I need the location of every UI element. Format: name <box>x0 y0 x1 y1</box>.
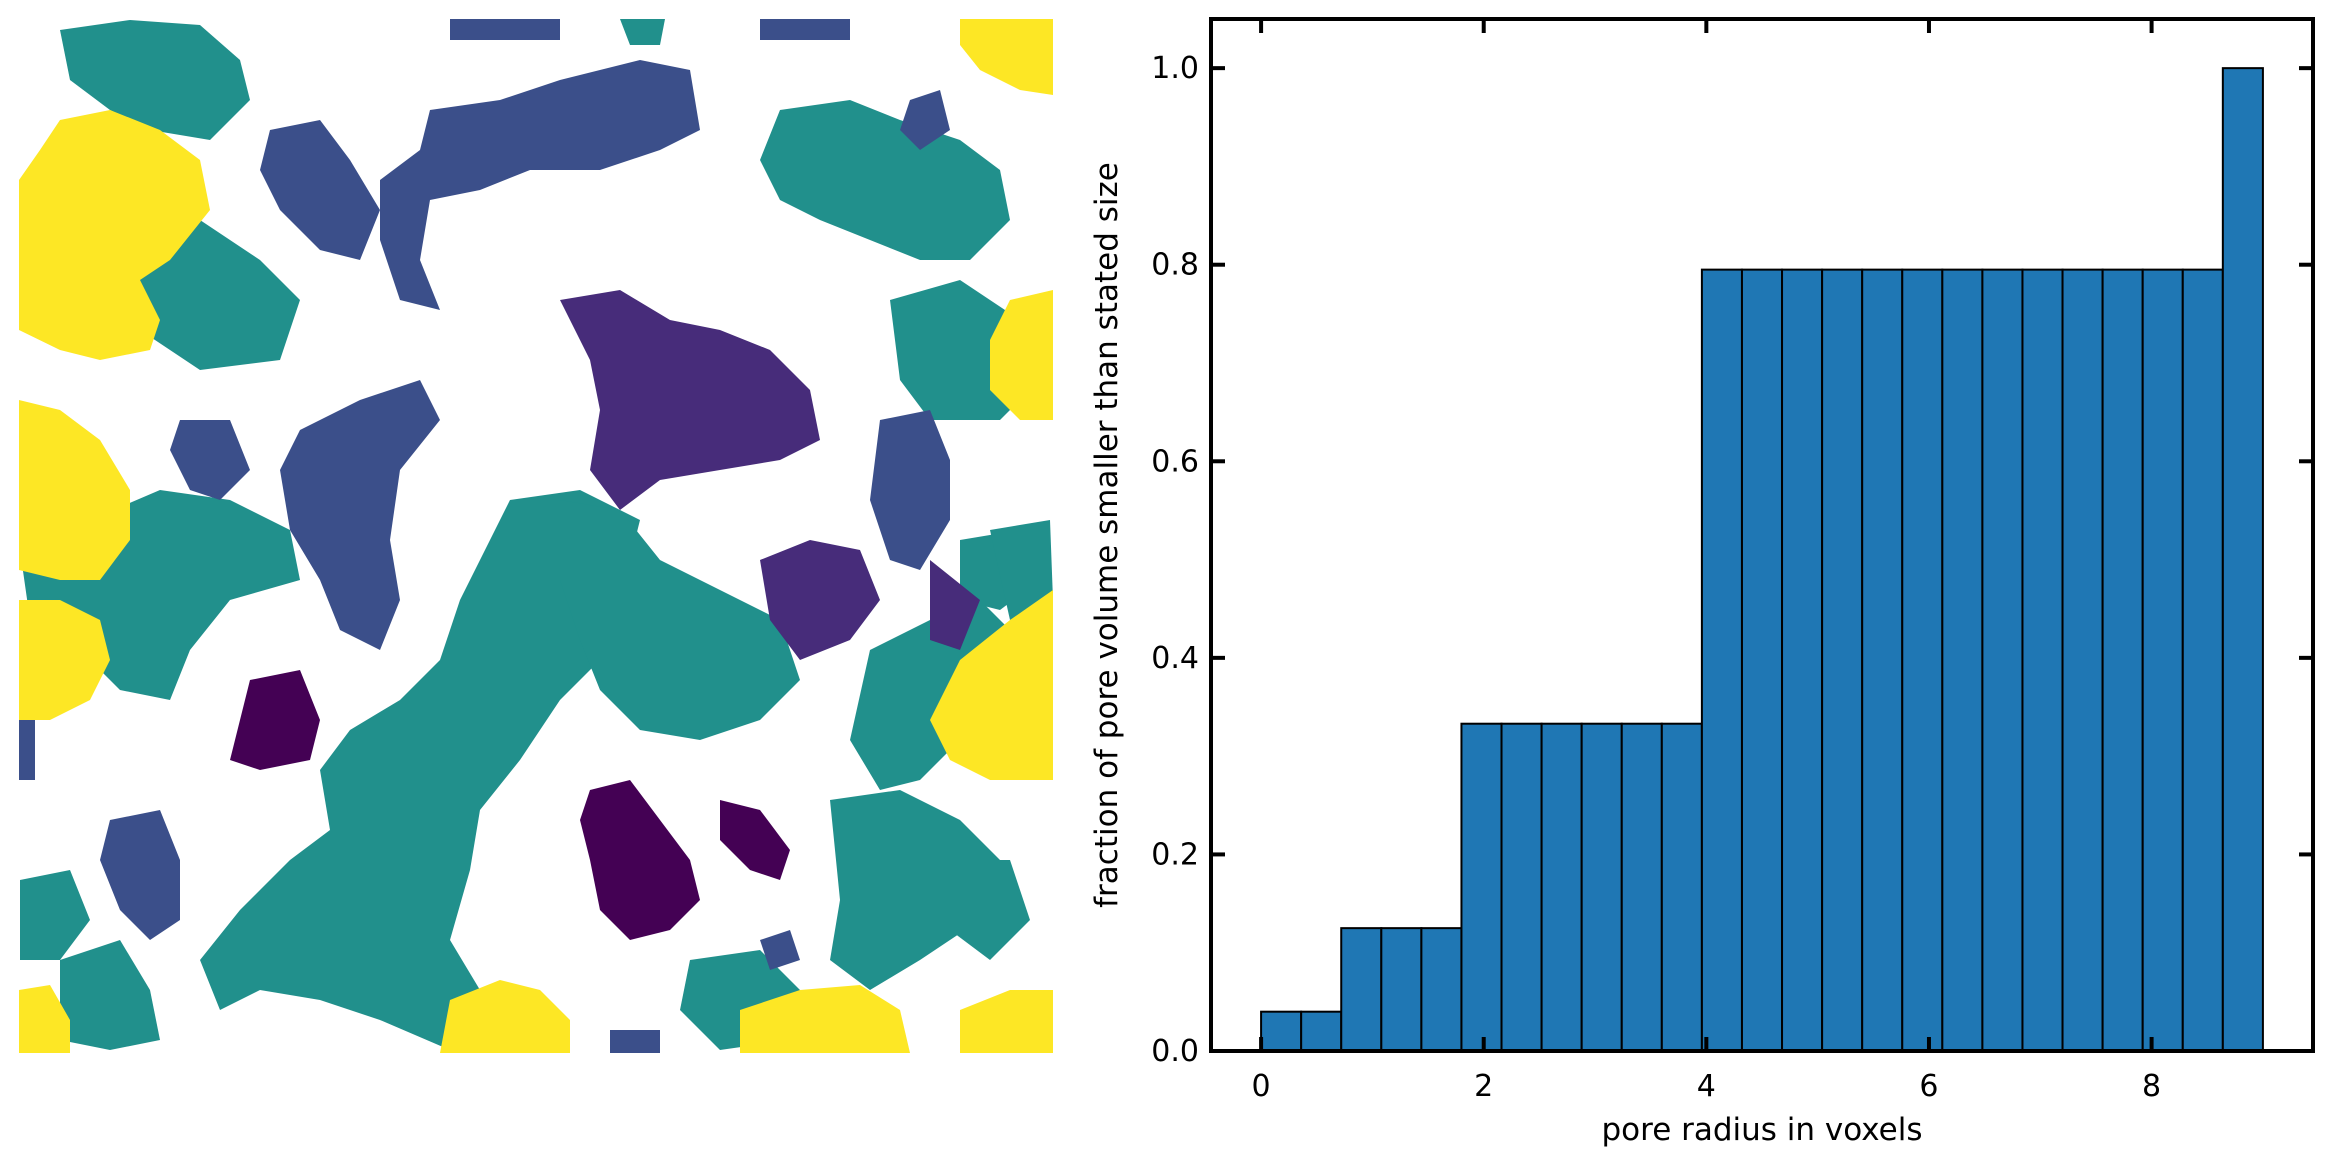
histogram-bar <box>1781 268 1824 1052</box>
histogram-chart: 0 2 4 6 8 0.0 0.2 0.4 0.6 0.8 1.0 pore radius in … <box>1089 17 2315 1148</box>
x-tick-label: 6 <box>1919 1069 1938 1104</box>
histogram-bar <box>1620 722 1663 1052</box>
x-axis-ticks: 0 2 4 6 8 <box>1252 19 2161 1104</box>
x-tick-label: 2 <box>1474 1069 1493 1104</box>
map-region-yellow <box>19 19 1053 1053</box>
map-region-dark <box>230 670 790 940</box>
histogram-bar <box>1981 268 2024 1052</box>
histogram-bar <box>1380 927 1423 1053</box>
histogram-bar <box>1500 722 1543 1052</box>
y-tick-label: 0.0 <box>1151 1034 1199 1069</box>
pore-size-map <box>19 19 1053 1053</box>
map-region-blue <box>19 19 950 1053</box>
axes-frame <box>1209 17 2315 1053</box>
histogram-bar <box>1340 927 1383 1053</box>
histogram-bar <box>1460 722 1503 1052</box>
x-tick-label: 8 <box>2142 1069 2161 1104</box>
y-axis-ticks: 0.0 0.2 0.4 0.6 0.8 1.0 <box>1151 51 2313 1069</box>
y-tick-label: 0.2 <box>1151 837 1199 872</box>
x-tick-label: 0 <box>1252 1069 1271 1104</box>
histogram-bar <box>1260 1010 1303 1053</box>
histogram-bar <box>2061 268 2104 1052</box>
y-axis-label: fraction of pore volume smaller than sta… <box>1089 162 1125 908</box>
y-tick-label: 0.8 <box>1151 248 1199 283</box>
histogram-bar <box>1660 722 1703 1052</box>
bar-group <box>1260 67 2264 1053</box>
y-tick-label: 1.0 <box>1151 51 1199 86</box>
histogram-bar <box>2221 67 2264 1052</box>
histogram-bar <box>1420 927 1463 1053</box>
histogram-bar <box>1540 722 1583 1052</box>
histogram-bar <box>2181 268 2224 1052</box>
histogram-bar <box>1941 268 1984 1052</box>
histogram-bar <box>1740 268 1784 1052</box>
histogram-bar <box>2141 268 2184 1052</box>
histogram-bar <box>1580 722 1623 1052</box>
histogram-bar <box>2021 268 2064 1052</box>
map-region-purple <box>560 290 980 660</box>
histogram-bar <box>1861 268 1904 1052</box>
histogram-bar <box>1901 268 1944 1052</box>
y-tick-label: 0.6 <box>1151 444 1199 479</box>
histogram-bar <box>2101 268 2144 1052</box>
histogram-bar <box>1821 268 1864 1052</box>
x-axis-label: pore radius in voxels <box>1601 1112 1922 1148</box>
x-tick-label: 4 <box>1697 1069 1716 1104</box>
histogram-bar <box>1700 268 1743 1052</box>
y-tick-label: 0.4 <box>1151 641 1199 676</box>
histogram-bar <box>1300 1010 1343 1053</box>
